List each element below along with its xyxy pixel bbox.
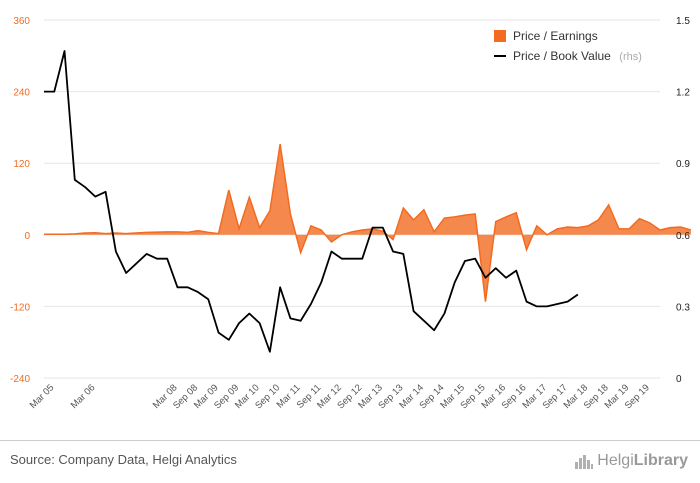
right-axis-ticks: 1.5 1.2 0.9 0.6 0.3 0 [676,16,690,385]
logo-text-light: Helgi [597,452,634,469]
left-tick-label: -240 [10,374,30,385]
left-tick-label: -120 [10,302,30,313]
left-axis-ticks: 360 240 120 0 -120 -240 [10,16,30,385]
left-tick-label: 0 [24,231,30,242]
x-tick-label: Mar 06 [69,382,98,411]
gridlines [44,19,660,379]
left-tick-label: 360 [13,16,30,27]
right-tick-label: 1.5 [676,16,690,27]
city-skyline-icon [575,455,594,469]
pe-area-series [44,143,692,302]
pe-area-outline [44,143,692,302]
logo-text: HelgiLibrary [597,452,688,470]
right-tick-label: 0 [676,374,682,385]
legend-swatch-price-earnings [494,30,506,42]
legend-label-price-book-text: Price / Book Value [513,49,611,63]
logo-text-bold: Library [633,452,688,469]
pb-line-series [44,50,579,353]
left-tick-label: 120 [13,159,30,170]
right-tick-label: 0.3 [676,302,690,313]
right-tick-label: 1.2 [676,88,690,99]
legend-label-price-earnings: Price / Earnings [513,29,598,43]
right-tick-label: 0.6 [676,231,690,242]
footer: Source: Company Data, Helgi Analytics He… [0,440,700,483]
pb-line [44,50,579,353]
footer-divider [0,440,700,441]
legend: Price / Earnings Price / Book Value (rhs… [494,29,642,64]
helgi-library-logo[interactable]: HelgiLibrary [575,450,688,472]
chart: 360 240 120 0 -120 -240 1.5 1.2 0.9 0.6 0.3 0 Mar … [10,16,692,411]
legend-rhs-note: (rhs) [619,51,642,63]
legend-label-price-book: Price / Book Value (rhs) [513,47,642,64]
right-tick-label: 0.9 [676,159,690,170]
x-tick-label: Mar 05 [28,382,57,411]
source-note: Source: Company Data, Helgi Analytics [10,452,237,467]
left-tick-label: 240 [13,88,30,99]
